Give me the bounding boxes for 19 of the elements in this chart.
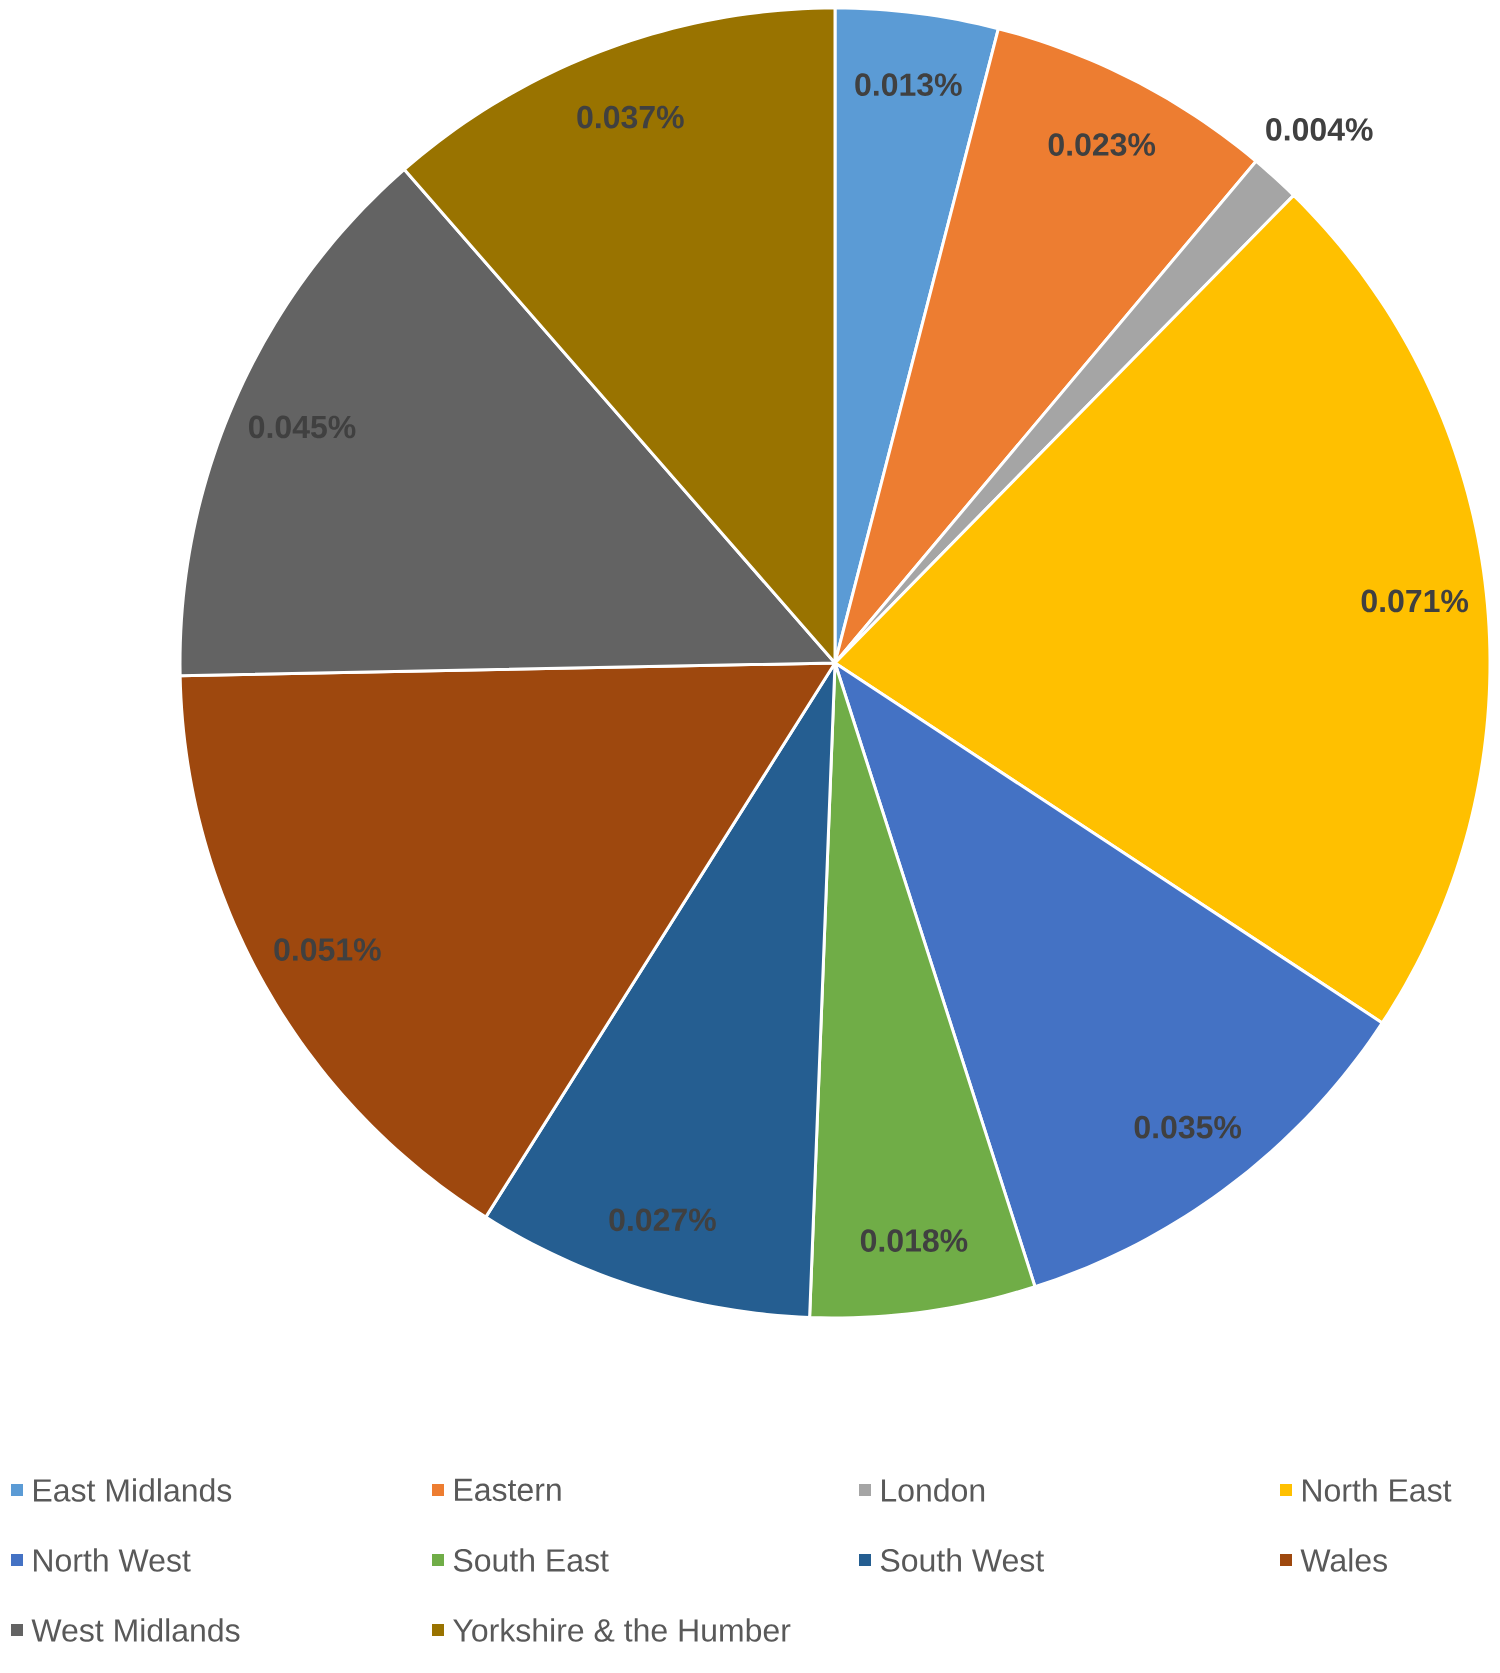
data-label: 0.004% xyxy=(1266,118,1373,141)
legend-label: London xyxy=(882,1478,985,1502)
legend-label: South East xyxy=(453,1548,609,1572)
data-label: 0.035% xyxy=(1134,1115,1242,1139)
legend-label: Yorkshire & the Humber xyxy=(453,1618,791,1642)
data-label: 0.018% xyxy=(860,1229,968,1252)
data-label: 0.071% xyxy=(1361,589,1469,613)
legend-label: West Midlands xyxy=(31,1618,240,1642)
data-label: 0.013% xyxy=(855,73,962,96)
data-label: 0.027% xyxy=(609,1208,716,1232)
data-label: 0.051% xyxy=(274,938,381,961)
data-label: 0.037% xyxy=(577,105,684,129)
legend-label: Wales xyxy=(1300,1548,1387,1572)
legend-label: South West xyxy=(880,1548,1044,1572)
legend-label: East Midlands xyxy=(34,1478,232,1502)
legend-label: North West xyxy=(34,1548,191,1572)
data-label: 0.023% xyxy=(1048,133,1156,156)
legend-label: Eastern xyxy=(455,1478,561,1502)
legend-label: North East xyxy=(1303,1478,1452,1502)
